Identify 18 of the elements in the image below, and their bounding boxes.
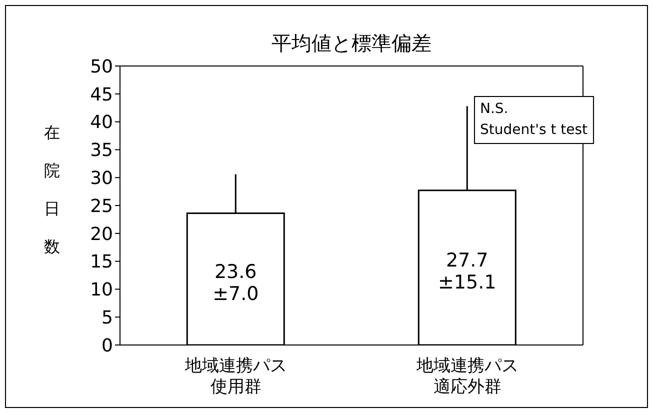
y-tick-label: 5 bbox=[102, 307, 113, 328]
y-tick-label: 40 bbox=[90, 112, 113, 134]
y-tick-label: 50 bbox=[90, 56, 113, 78]
y-axis-title: 在院日数 bbox=[44, 123, 60, 256]
x-tick-label: 地域連携パス適応外群 bbox=[415, 356, 518, 397]
data-label: 27.7 ±15.1 bbox=[438, 250, 496, 294]
y-tick-label: 35 bbox=[90, 140, 113, 162]
annotation: N.S. Student's t test bbox=[474, 96, 594, 144]
chart-title: 平均値と標準偏差 bbox=[272, 31, 432, 55]
y-tick-label: 15 bbox=[90, 252, 113, 273]
y-tick-label: 30 bbox=[90, 168, 113, 189]
y-tick-label: 10 bbox=[90, 280, 113, 301]
y-tick-label: 20 bbox=[90, 224, 113, 245]
y-tick-label: 45 bbox=[90, 84, 113, 106]
data-label: 23.6 ±7.0 bbox=[212, 261, 259, 306]
y-tick-label: 0 bbox=[102, 335, 113, 356]
y-tick-label: 25 bbox=[90, 196, 113, 217]
x-tick-label: 地域連携パス使用群 bbox=[184, 356, 287, 397]
